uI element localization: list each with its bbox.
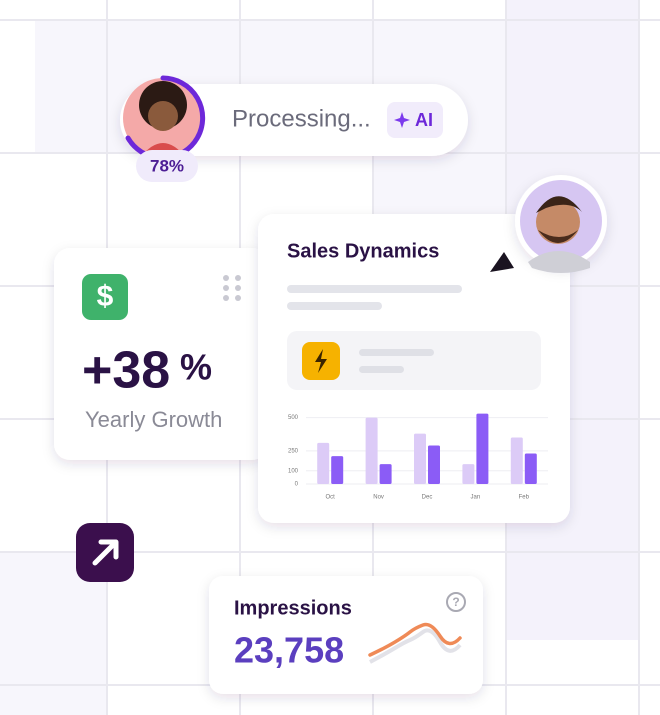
ai-badge: AI <box>415 110 433 130</box>
avatar <box>515 175 607 273</box>
x-tick-label: Jan <box>471 495 481 501</box>
x-tick-label: Feb <box>519 495 530 501</box>
progress-label: 78% <box>150 156 184 175</box>
growth-card: $ +38 % Yearly Growth <box>54 248 268 460</box>
y-tick-label: 500 <box>288 415 299 421</box>
impressions-value: 23,758 <box>234 630 344 671</box>
bar <box>524 453 537 484</box>
growth-value: +38 <box>82 342 170 400</box>
impressions-card: Impressions 23,758 ? <box>209 576 483 694</box>
arrow-button[interactable] <box>76 523 134 582</box>
x-tick-label: Dec <box>422 495 433 501</box>
x-tick-label: Oct <box>326 495 336 501</box>
bar <box>414 433 426 484</box>
chart-title: Sales Dynamics <box>287 240 439 262</box>
y-tick-label: 0 <box>295 482 299 488</box>
bar <box>317 442 330 484</box>
bar <box>510 437 523 484</box>
y-tick-label: 100 <box>288 468 299 474</box>
svg-text:$: $ <box>97 280 114 313</box>
x-tick-label: Nov <box>373 495 384 501</box>
bar <box>365 417 378 484</box>
status-text: Processing... <box>232 105 371 132</box>
bar <box>428 445 440 484</box>
cursor <box>490 252 514 272</box>
bar <box>462 464 475 484</box>
svg-text:?: ? <box>452 595 459 609</box>
sales-card: Sales Dynamics 0 100 250 500 Oct Nov Dec Jan Feb <box>258 214 570 523</box>
growth-unit: % <box>180 347 212 388</box>
growth-label: Yearly Growth <box>85 407 222 432</box>
bar <box>379 464 392 484</box>
bar <box>331 456 344 484</box>
processing-pill: 78% Processing... AI <box>120 75 468 182</box>
bar <box>476 413 489 484</box>
impressions-title: Impressions <box>234 597 352 619</box>
y-tick-label: 250 <box>288 448 299 454</box>
